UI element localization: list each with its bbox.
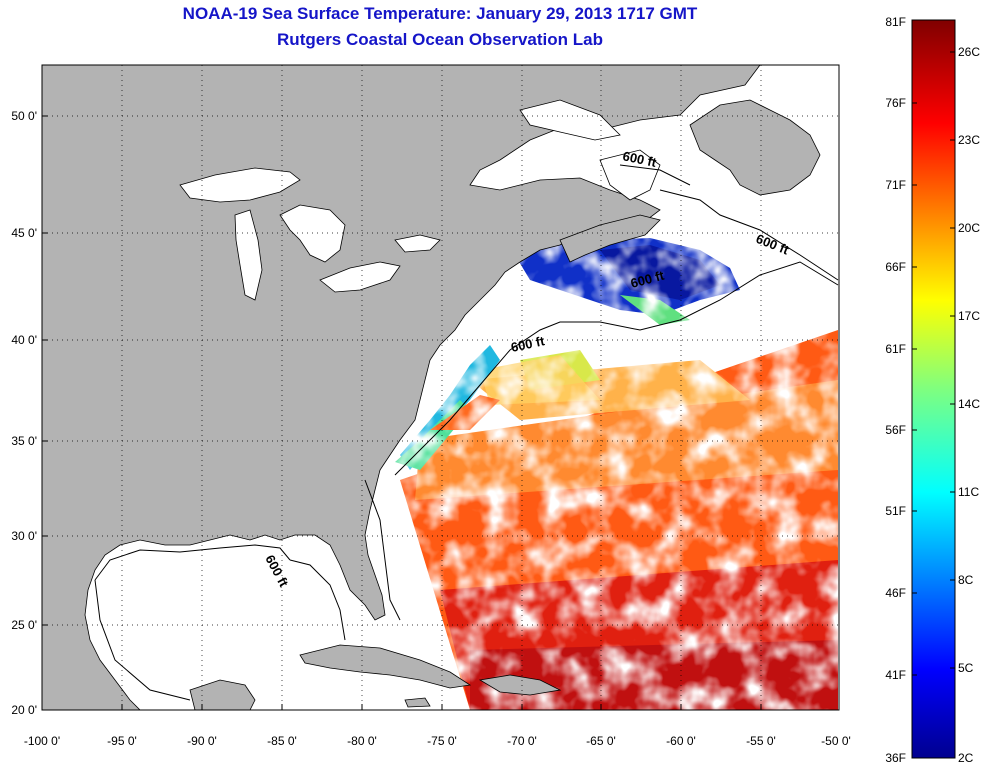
colorbar-c-label: 5C — [958, 661, 974, 675]
colorbar-f-label: 41F — [885, 668, 906, 682]
y-axis-labels: 20 0' 25 0' 30 0' 35 0' 40 0' 45 0' 50 0… — [11, 109, 37, 717]
map-title: NOAA-19 Sea Surface Temperature: January… — [182, 4, 698, 23]
x-tick-label: -90 0' — [187, 734, 217, 748]
y-tick-label: 45 0' — [11, 226, 37, 240]
colorbar-c-label: 8C — [958, 573, 974, 587]
colorbar-f-label: 61F — [885, 342, 906, 356]
colorbar-f-label: 66F — [885, 260, 906, 274]
colorbar-f-label: 56F — [885, 423, 906, 437]
colorbar-ticks — [912, 51, 955, 676]
y-tick-label: 30 0' — [11, 529, 37, 543]
colorbar-f-label: 71F — [885, 178, 906, 192]
y-tick-label: 20 0' — [11, 703, 37, 717]
colorbar-c-label: 17C — [958, 309, 980, 323]
x-tick-label: -55 0' — [746, 734, 776, 748]
y-tick-label: 50 0' — [11, 109, 37, 123]
x-tick-label: -100 0' — [24, 734, 60, 748]
colorbar-f-label: 36F — [885, 751, 906, 765]
colorbar-c-label: 20C — [958, 221, 980, 235]
x-tick-label: -60 0' — [666, 734, 696, 748]
x-tick-label: -95 0' — [107, 734, 137, 748]
map-frame — [41, 64, 840, 711]
x-axis-labels: -100 0' -95 0' -90 0' -85 0' -80 0' -75 … — [24, 734, 851, 748]
land — [42, 65, 821, 710]
x-tick-label: -65 0' — [586, 734, 616, 748]
map-subtitle: Rutgers Coastal Ocean Observation Lab — [277, 30, 603, 49]
contour-label: 600 ft — [621, 148, 658, 170]
x-tick-label: -80 0' — [347, 734, 377, 748]
colorbar-c-label: 14C — [958, 397, 980, 411]
x-tick-label: -70 0' — [507, 734, 537, 748]
colorbar: 81F 76F 71F 66F 61F 56F 51F 46F 41F 36F … — [885, 15, 980, 765]
y-tick-label: 25 0' — [11, 618, 37, 632]
x-tick-label: -85 0' — [267, 734, 297, 748]
x-tick-label: -50 0' — [821, 734, 851, 748]
y-tick-label: 40 0' — [11, 333, 37, 347]
colorbar-f-label: 76F — [885, 96, 906, 110]
great-lakes — [179, 99, 661, 301]
colorbar-c-label: 11C — [958, 485, 979, 499]
colorbar-c-label: 2C — [958, 751, 974, 765]
colorbar-c-label: 26C — [958, 45, 980, 59]
colorbar-c-label: 23C — [958, 133, 980, 147]
isobath-600ft — [94, 164, 839, 701]
colorbar-f-label: 51F — [885, 504, 906, 518]
x-tick-label: -75 0' — [427, 734, 457, 748]
colorbar-f-label: 81F — [885, 15, 906, 29]
colorbar-gradient — [911, 19, 956, 759]
colorbar-f-label: 46F — [885, 586, 906, 600]
tick-marks — [41, 115, 840, 711]
contour-label: 600 ft — [510, 333, 547, 355]
y-tick-label: 35 0' — [11, 434, 37, 448]
